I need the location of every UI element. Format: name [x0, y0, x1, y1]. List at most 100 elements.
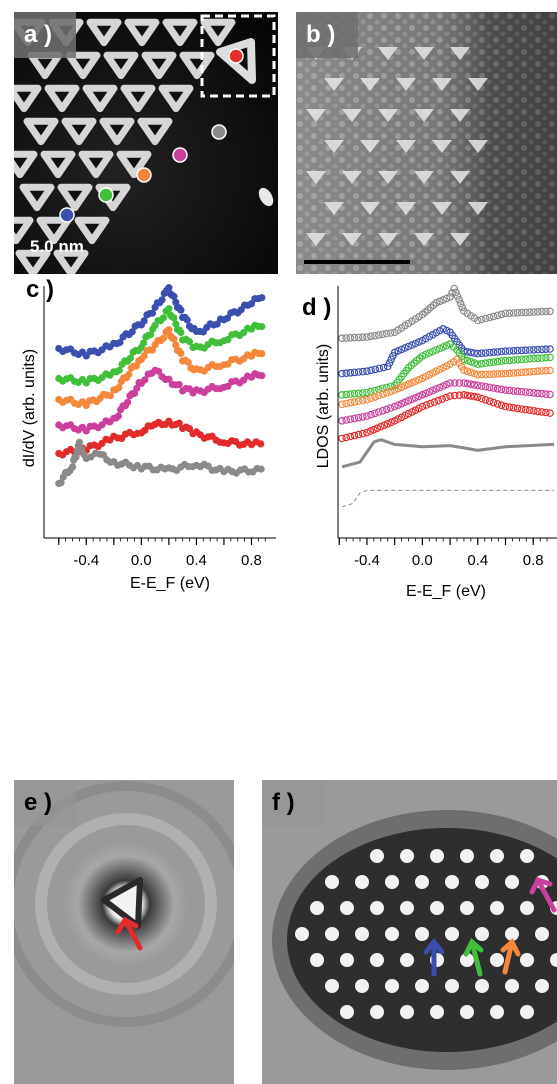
data-point-magenta — [460, 379, 468, 387]
data-point-magenta — [338, 417, 346, 425]
data-point-blue — [467, 348, 475, 357]
data-point-blue — [485, 348, 494, 357]
data-point-magenta — [401, 398, 409, 407]
data-point-gray — [526, 308, 534, 317]
data-point-green — [477, 359, 486, 368]
bright-spot — [490, 953, 504, 967]
bright-triangle — [306, 233, 326, 246]
bright-triangle — [432, 78, 452, 91]
data-point-orange — [350, 398, 359, 406]
bright-triangle — [378, 233, 398, 246]
data-point-blue — [415, 338, 423, 346]
data-point-orange — [526, 368, 534, 376]
data-point-blue — [371, 365, 380, 374]
data-point-gray — [446, 293, 454, 301]
bright-spot — [490, 901, 504, 915]
data-point-gray — [382, 329, 391, 338]
data-point-blue — [470, 349, 479, 357]
bright-triangle — [396, 140, 416, 153]
data-point-gray — [501, 309, 510, 318]
data-point-orange — [463, 367, 472, 376]
inset-triangle — [216, 38, 256, 84]
lattice-triangle — [179, 51, 215, 80]
data-point-blue — [408, 341, 416, 349]
bright-spot — [385, 979, 399, 993]
bright-spot — [325, 979, 339, 993]
data-point-blue — [170, 292, 178, 300]
lattice-triangle — [200, 18, 236, 47]
data-point-magenta — [442, 380, 451, 389]
bright-triangle — [414, 109, 434, 122]
data-point-orange — [401, 381, 409, 390]
lattice-triangle — [53, 249, 89, 274]
data-point-red — [185, 425, 194, 433]
data-point-green — [485, 358, 494, 367]
lattice-triangle — [14, 84, 42, 113]
bright-triangle — [306, 171, 326, 184]
data-point-blue — [505, 347, 514, 355]
lattice-triangle — [40, 150, 76, 179]
bright-triangle — [450, 171, 470, 184]
bright-triangle — [360, 78, 380, 91]
lattice-triangle — [82, 84, 118, 113]
data-point-gray — [497, 310, 506, 319]
data-point-green — [379, 384, 387, 393]
lattice-triangle — [141, 51, 177, 80]
data-point-orange — [148, 346, 156, 354]
data-point-blue — [346, 369, 355, 377]
data-point-blue — [128, 328, 136, 336]
panel-f-label: f ) — [262, 780, 324, 826]
data-point-red — [460, 391, 468, 399]
chart-d-series — [338, 284, 555, 508]
bright-spot — [355, 979, 369, 993]
data-point-red — [350, 431, 359, 440]
inset-box — [200, 14, 276, 98]
bright-spot — [415, 979, 429, 993]
panel-a-label: a ) — [14, 12, 76, 58]
chart-c-series — [55, 284, 266, 488]
data-point-orange — [367, 394, 375, 403]
data-point-orange — [485, 370, 494, 379]
lattice-triangle — [162, 18, 198, 47]
data-point-blue — [183, 316, 191, 324]
data-point-green — [474, 360, 482, 369]
data-point-orange — [415, 376, 423, 384]
x-tick-label: -0.4 — [73, 552, 99, 569]
data-point-orange — [404, 380, 413, 389]
data-point-gray — [538, 307, 546, 316]
data-point-blue — [474, 349, 482, 358]
lattice-triangle — [19, 183, 55, 212]
bright-spot — [460, 953, 474, 967]
data-point-magenta — [534, 389, 542, 398]
data-point-gray — [493, 311, 502, 320]
data-point-magenta — [432, 385, 441, 393]
data-point-gray — [354, 333, 363, 342]
bright-triangle — [324, 202, 344, 215]
bright-spot — [490, 1005, 504, 1019]
chart-c-ylabel: dI/dV (arb. units) — [21, 349, 38, 467]
data-point-green — [350, 389, 359, 398]
bright-spot — [535, 979, 549, 993]
data-point-magenta — [390, 402, 399, 411]
panel-a-lattice: 5.0 nm — [14, 12, 278, 274]
data-point-gray — [375, 331, 383, 339]
data-point-green — [489, 358, 498, 366]
data-point-green — [185, 338, 194, 346]
data-point-red — [338, 434, 346, 443]
data-point-magenta — [521, 388, 530, 396]
data-point-blue — [148, 309, 156, 317]
panel-a-stm-image: 5.0 nm a ) — [14, 12, 278, 274]
bright-triangle — [378, 171, 398, 184]
bright-triangle — [468, 78, 488, 91]
data-point-orange — [517, 368, 526, 377]
data-point-red — [463, 391, 472, 400]
data-point-magenta — [542, 390, 550, 398]
data-point-green — [534, 354, 542, 363]
data-point-green — [442, 341, 451, 350]
data-point-green — [140, 339, 148, 347]
data-point-gray — [367, 332, 375, 341]
data-point-red — [354, 430, 363, 439]
data-point-red — [380, 421, 389, 430]
bright-spot — [370, 953, 384, 967]
data-point-red — [474, 393, 482, 402]
